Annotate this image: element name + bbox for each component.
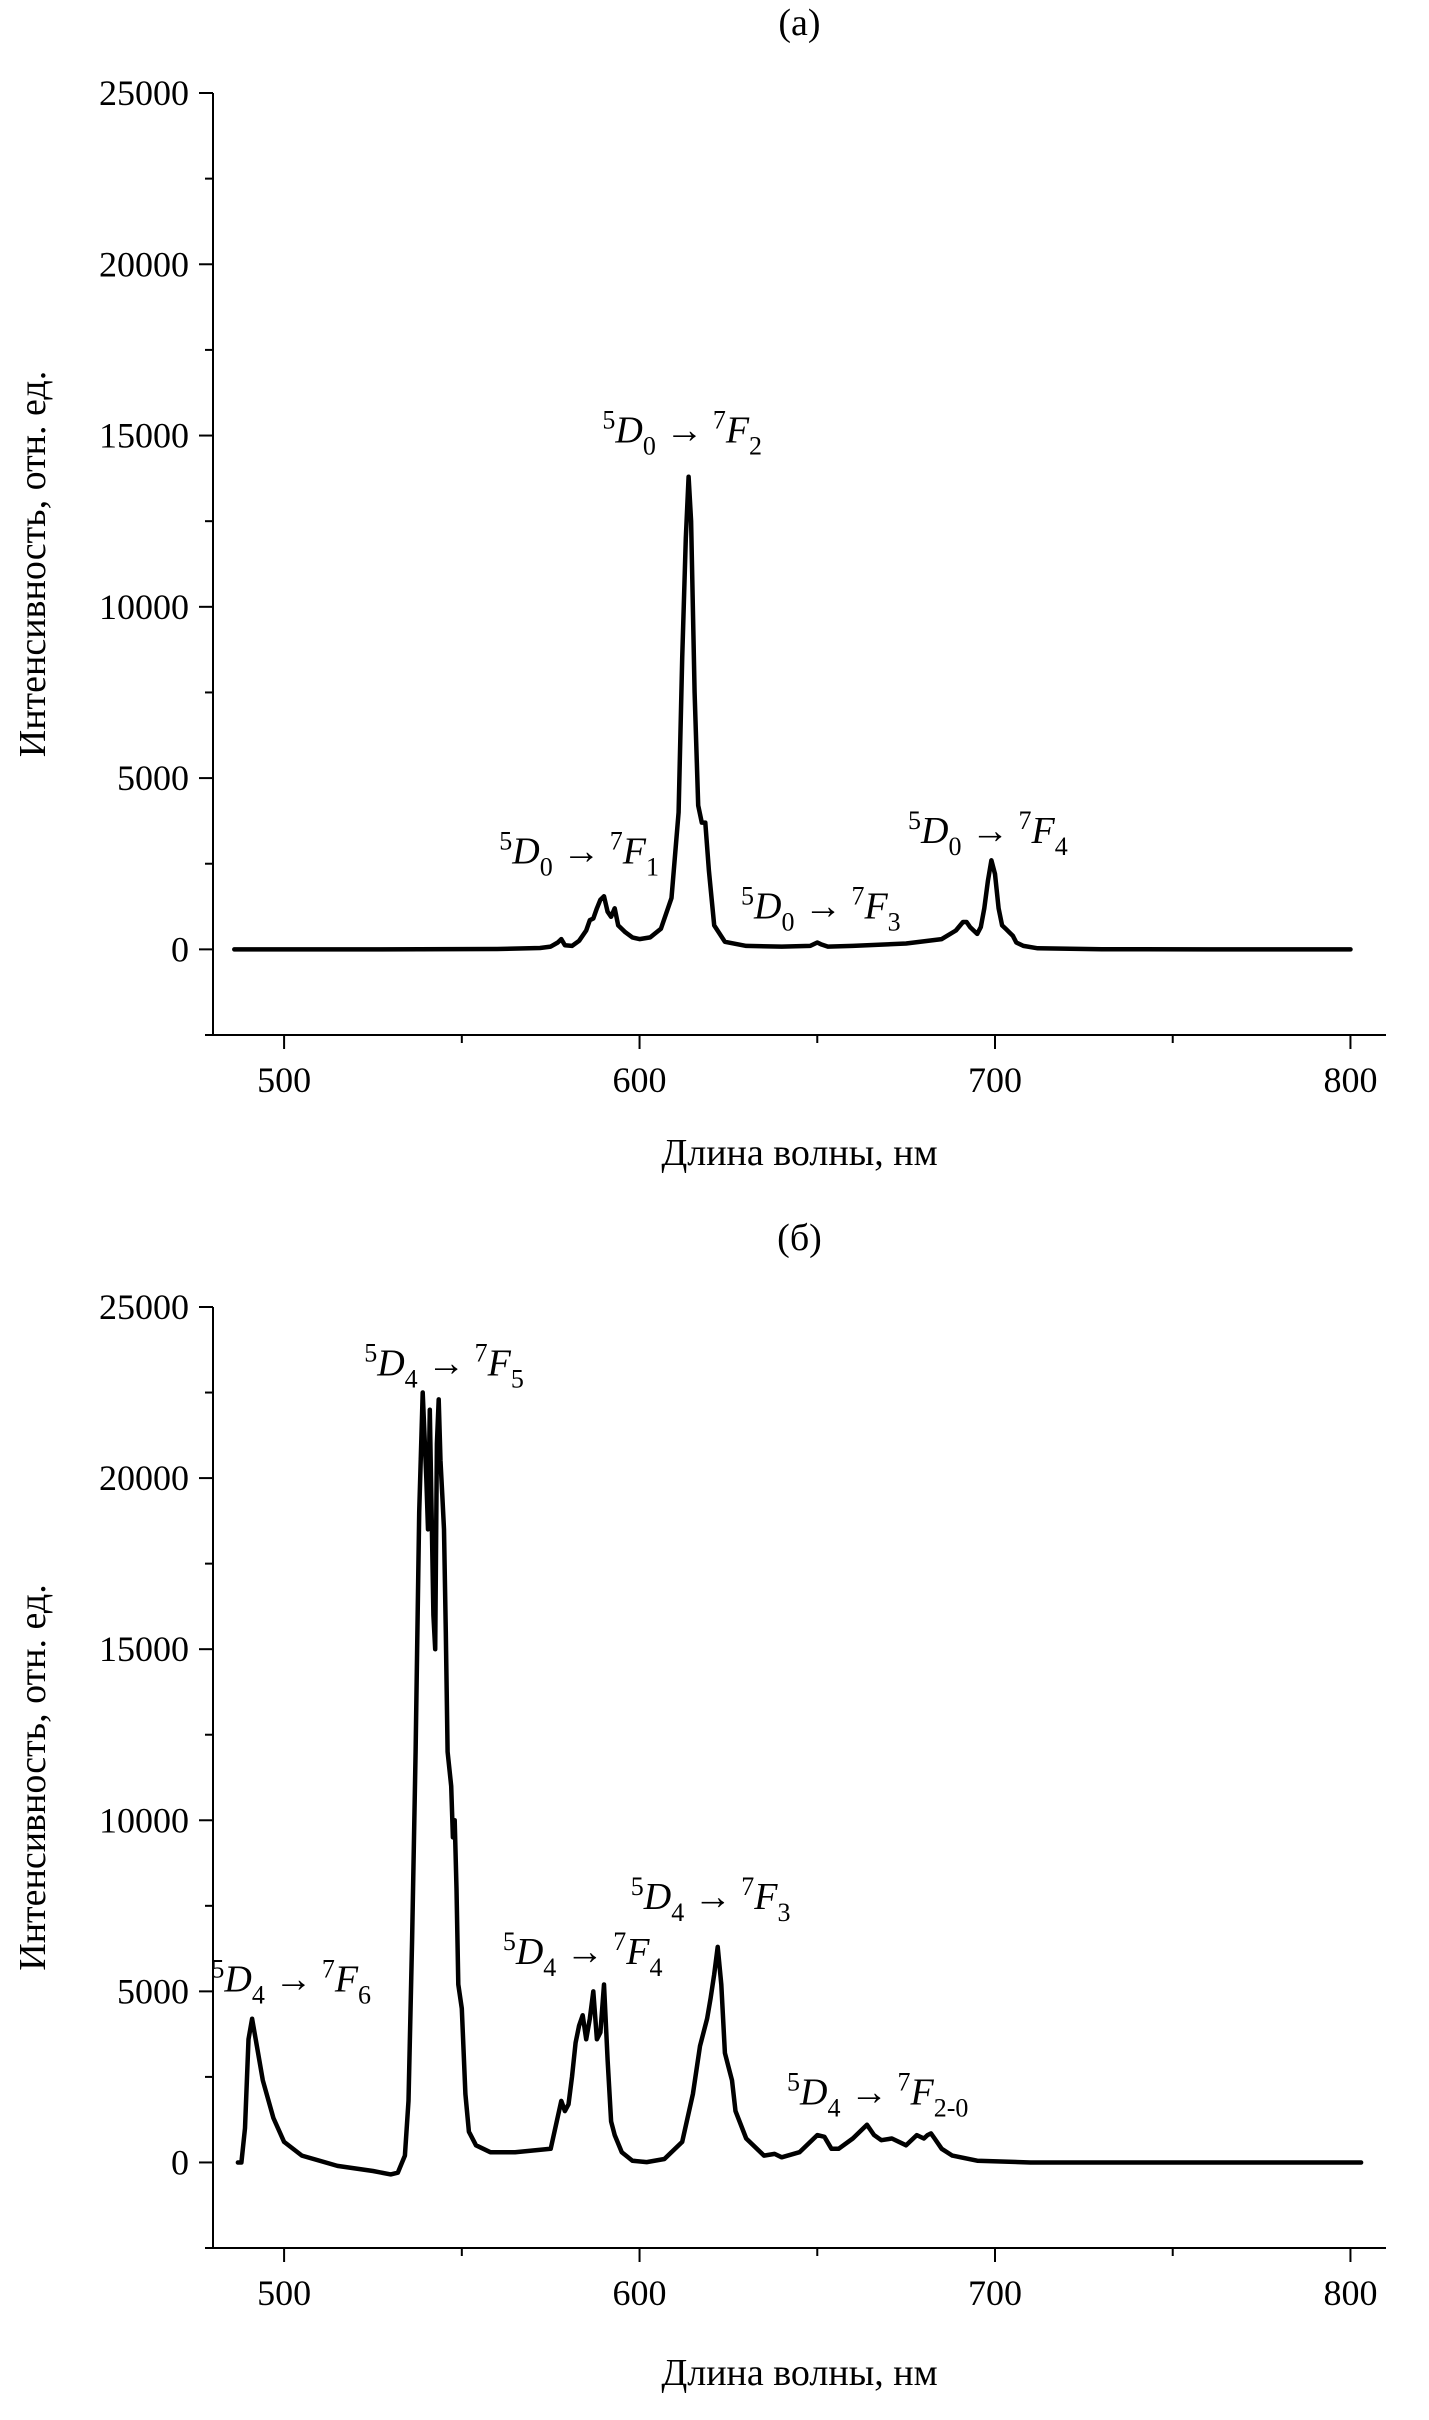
y-axis-title: Интенсивность, отн. ед.: [12, 371, 54, 757]
x-tick-label: 500: [257, 1060, 311, 1100]
y-tick-label: 15000: [99, 1629, 189, 1669]
y-tick-label: 20000: [99, 1458, 189, 1498]
y-tick-label: 20000: [99, 244, 189, 284]
y-tick-label: 5000: [117, 758, 189, 798]
y-tick-label: 0: [171, 929, 189, 969]
panel-label: (б): [777, 1217, 822, 1259]
transition-annotation: 5D4 → 7F6: [211, 1954, 371, 2009]
x-tick-label: 700: [968, 2273, 1022, 2313]
y-axis-title: Интенсивность, отн. ед.: [12, 1584, 54, 1970]
chart-panel-b: (б) 0 5000 10000 15000 20000 25000 500 600 700 800…: [12, 1217, 1386, 2394]
y-tick-label: 25000: [99, 1287, 189, 1327]
series-line: [235, 1390, 1364, 2177]
x-tick-label: 700: [968, 1060, 1022, 1100]
x-tick-label: 500: [257, 2273, 311, 2313]
y-tick-label: 15000: [99, 416, 189, 456]
y-tick-label: 10000: [99, 1800, 189, 1840]
series-line: [232, 474, 1353, 952]
y-tick-label: 0: [171, 2142, 189, 2182]
x-axis-title: Длина волны, нм: [661, 1132, 937, 1174]
x-tick-label: 600: [613, 1060, 667, 1100]
transition-annotation: 5D0 → 7F3: [741, 882, 901, 937]
x-tick-label: 600: [613, 2273, 667, 2313]
transition-annotation: 5D4 → 7F2-0: [787, 2067, 968, 2122]
transition-annotation: 5D4 → 7F5: [364, 1338, 524, 1393]
y-tick-label: 5000: [117, 1971, 189, 2011]
transition-annotation: 5D0 → 7F4: [908, 806, 1068, 861]
x-tick-label: 800: [1323, 1060, 1377, 1100]
chart-panel-a: (a) 0 5000 10000 15000 20000 25000 500 600 700 800…: [12, 2, 1386, 1174]
panel-label: (a): [778, 2, 820, 44]
transition-annotation: 5D0 → 7F1: [499, 827, 659, 882]
y-tick-label: 10000: [99, 587, 189, 627]
y-tick-label: 25000: [99, 73, 189, 113]
transition-annotation: 5D4 → 7F3: [631, 1872, 791, 1927]
x-axis-title: Длина волны, нм: [661, 2352, 937, 2394]
x-tick-label: 800: [1323, 2273, 1377, 2313]
transition-annotation: 5D4 → 7F4: [503, 1927, 663, 1982]
transition-annotation: 5D0 → 7F2: [602, 405, 762, 460]
